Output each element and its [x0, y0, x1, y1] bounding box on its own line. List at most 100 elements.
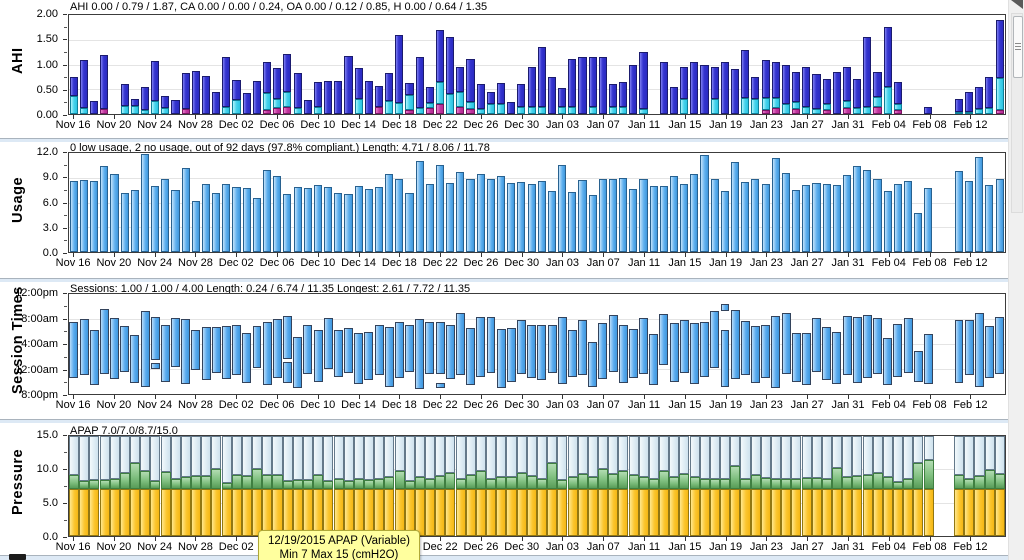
pressure-min-segment[interactable]: [608, 489, 619, 536]
ahi-h-bar-segment[interactable]: [832, 71, 841, 114]
pressure-90pct-segment[interactable]: [689, 476, 700, 490]
pressure-min-segment[interactable]: [323, 489, 334, 536]
ahi-ca-bar-segment[interactable]: [761, 110, 770, 114]
ahi-oa-bar-segment[interactable]: [812, 109, 821, 114]
usage-bar[interactable]: [883, 190, 892, 252]
ahi-oa-bar-segment[interactable]: [822, 104, 831, 111]
ahi-h-bar-segment[interactable]: [435, 29, 445, 82]
session-bar[interactable]: [578, 319, 588, 376]
usage-bar[interactable]: [171, 190, 180, 252]
pressure-90pct-segment[interactable]: [771, 478, 782, 490]
ahi-oa-bar-segment[interactable]: [741, 98, 750, 114]
usage-bar[interactable]: [201, 183, 211, 252]
pressure-min-segment[interactable]: [170, 489, 181, 536]
pressure-90pct-segment[interactable]: [303, 480, 314, 490]
ahi-h-bar-segment[interactable]: [201, 75, 211, 114]
pressure-min-segment[interactable]: [353, 489, 364, 536]
pressure-min-segment[interactable]: [801, 489, 812, 536]
pressure-90pct-segment[interactable]: [720, 478, 731, 490]
pressure-min-segment[interactable]: [140, 489, 151, 536]
pressure-90pct-segment[interactable]: [669, 477, 680, 490]
pressure-max-segment[interactable]: [374, 436, 385, 479]
usage-bar[interactable]: [110, 173, 119, 252]
pressure-min-segment[interactable]: [872, 489, 883, 536]
session-bar[interactable]: [659, 314, 669, 366]
session-bar[interactable]: [740, 320, 750, 376]
pressure-max-segment[interactable]: [659, 436, 670, 472]
ahi-h-bar-segment[interactable]: [822, 79, 831, 105]
pressure-max-segment[interactable]: [760, 436, 771, 478]
usage-bar[interactable]: [385, 174, 394, 252]
pressure-90pct-segment[interactable]: [282, 480, 293, 490]
ahi-h-bar-segment[interactable]: [303, 100, 312, 114]
pressure-max-segment[interactable]: [170, 436, 181, 480]
plot-usage[interactable]: [68, 152, 1006, 253]
ahi-h-bar-segment[interactable]: [140, 87, 150, 111]
ahi-h-bar-segment[interactable]: [324, 80, 333, 114]
session-bar[interactable]: [537, 325, 547, 381]
pressure-90pct-segment[interactable]: [638, 476, 649, 490]
session-bar[interactable]: [751, 325, 760, 383]
pressure-90pct-segment[interactable]: [699, 478, 710, 490]
pressure-90pct-segment[interactable]: [923, 460, 934, 490]
session-bar[interactable]: [862, 314, 872, 378]
session-bar[interactable]: [639, 317, 649, 374]
pressure-90pct-segment[interactable]: [821, 478, 832, 490]
usage-bar[interactable]: [659, 186, 668, 252]
session-bar[interactable]: [232, 324, 242, 376]
usage-bar[interactable]: [639, 179, 648, 252]
usage-bar[interactable]: [924, 187, 933, 252]
ahi-oa-bar-segment[interactable]: [161, 108, 170, 114]
session-bar[interactable]: [171, 318, 181, 367]
pressure-max-segment[interactable]: [109, 436, 120, 480]
usage-bar[interactable]: [476, 174, 485, 252]
pressure-max-segment[interactable]: [903, 436, 914, 480]
pressure-min-segment[interactable]: [679, 489, 690, 536]
session-bar[interactable]: [506, 327, 516, 382]
usage-bar[interactable]: [466, 178, 475, 252]
usage-bar[interactable]: [568, 191, 577, 252]
pressure-min-segment[interactable]: [313, 489, 324, 536]
ahi-oa-bar-segment[interactable]: [517, 106, 526, 114]
pressure-max-segment[interactable]: [150, 436, 161, 481]
pressure-min-segment[interactable]: [374, 489, 385, 536]
pressure-max-segment[interactable]: [130, 436, 141, 464]
pressure-min-segment[interactable]: [842, 489, 853, 536]
pressure-max-segment[interactable]: [974, 436, 985, 476]
ahi-h-bar-segment[interactable]: [242, 93, 251, 114]
pressure-max-segment[interactable]: [537, 436, 548, 479]
session-bar[interactable]: [303, 324, 313, 374]
usage-bar[interactable]: [588, 195, 597, 252]
pressure-90pct-segment[interactable]: [557, 480, 568, 490]
ahi-ca-bar-segment[interactable]: [425, 108, 434, 114]
pressure-max-segment[interactable]: [526, 436, 537, 476]
session-bar[interactable]: [547, 325, 557, 373]
scrollbar-thumb[interactable]: [1013, 16, 1023, 78]
pressure-90pct-segment[interactable]: [516, 473, 527, 490]
ahi-h-bar-segment[interactable]: [364, 80, 373, 114]
ahi-h-bar-segment[interactable]: [771, 62, 780, 99]
pressure-min-segment[interactable]: [659, 489, 670, 536]
pressure-max-segment[interactable]: [872, 436, 883, 474]
ahi-oa-bar-segment[interactable]: [415, 108, 424, 114]
ahi-h-bar-segment[interactable]: [710, 66, 719, 100]
session-bar[interactable]: [496, 329, 506, 388]
pressure-90pct-segment[interactable]: [842, 476, 853, 490]
pressure-min-segment[interactable]: [750, 489, 761, 536]
ahi-oa-bar-segment[interactable]: [527, 106, 536, 114]
ahi-h-bar-segment[interactable]: [659, 62, 668, 114]
session-bar[interactable]: [476, 316, 486, 377]
pressure-min-segment[interactable]: [241, 489, 253, 536]
ahi-h-bar-segment[interactable]: [222, 57, 231, 108]
usage-bar[interactable]: [69, 181, 78, 252]
session-bar[interactable]: [323, 318, 333, 369]
pressure-min-segment[interactable]: [811, 489, 822, 536]
pressure-min-segment[interactable]: [567, 489, 578, 536]
pressure-min-segment[interactable]: [852, 489, 863, 536]
pressure-max-segment[interactable]: [771, 436, 782, 479]
ahi-h-bar-segment[interactable]: [232, 80, 241, 101]
ahi-h-bar-segment[interactable]: [588, 57, 597, 107]
ahi-h-bar-segment[interactable]: [669, 86, 679, 114]
ahi-ca-bar-segment[interactable]: [283, 106, 292, 114]
pressure-90pct-segment[interactable]: [587, 477, 598, 490]
